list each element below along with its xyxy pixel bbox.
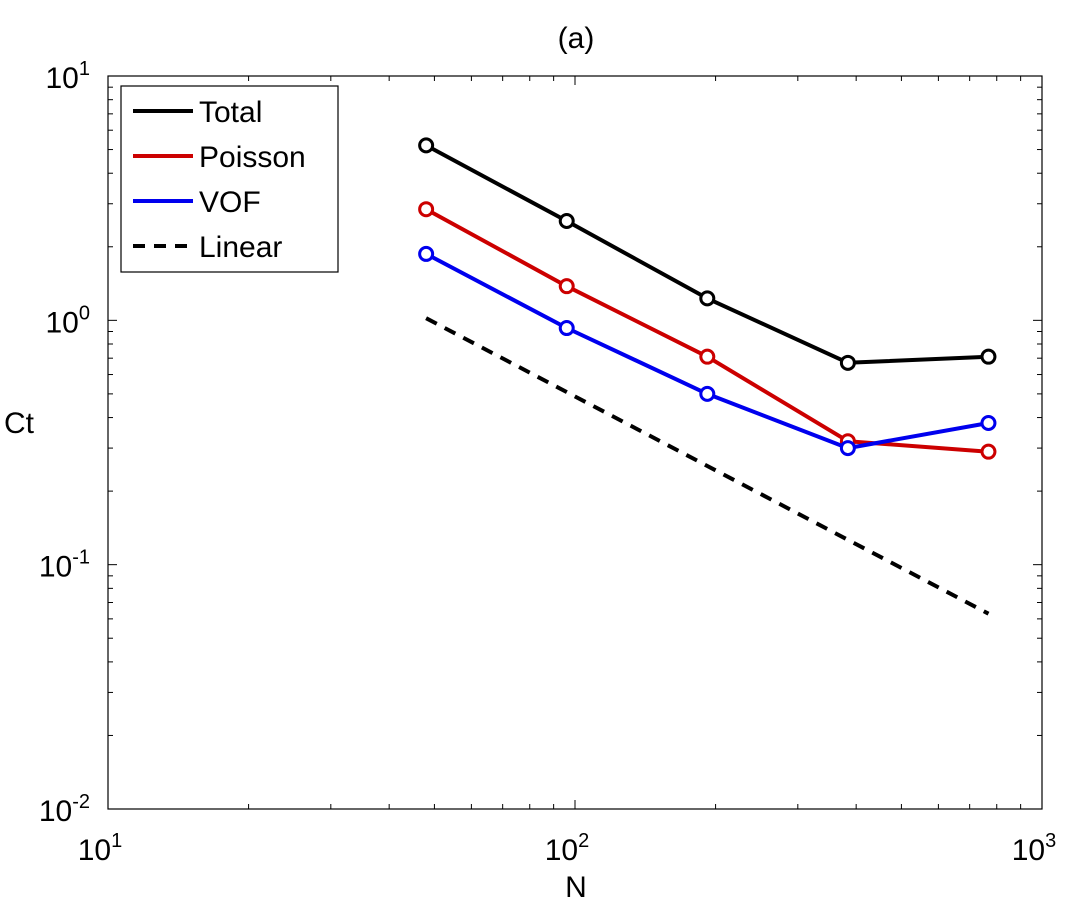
x-tick-label: 101 — [78, 830, 123, 867]
chart-title: (a) — [558, 22, 595, 55]
legend-label-linear: Linear — [199, 231, 282, 264]
series-point-poisson — [980, 443, 997, 460]
legend-label-vof: VOF — [199, 186, 261, 219]
series-point-vof — [839, 440, 856, 457]
tick-marks — [107, 75, 1043, 810]
y-tick-label: 10-1 — [39, 547, 90, 584]
legend-label-total: Total — [199, 96, 262, 129]
series-point-poisson — [699, 348, 716, 365]
y-tick-labels: 10-2 10-1 100 101 — [39, 58, 90, 828]
series-point-total — [980, 348, 997, 365]
y-axis-title: Ct — [4, 407, 35, 440]
series-point-total — [699, 290, 716, 307]
legend-label-poisson: Poisson — [199, 141, 306, 174]
series-point-vof — [980, 415, 997, 432]
series-point-total — [839, 354, 856, 371]
series-point-vof — [418, 245, 435, 262]
series-point-poisson — [558, 278, 575, 295]
series-point-total — [558, 213, 575, 230]
series-line-linear — [425, 316, 990, 616]
legend-box — [120, 85, 339, 273]
y-tick-label: 101 — [46, 58, 91, 95]
series-point-vof — [699, 385, 716, 402]
x-axis-title: N — [565, 871, 587, 904]
x-tick-label: 102 — [545, 830, 590, 867]
series-point-vof — [558, 320, 575, 337]
legend: Total Poisson VOF Linear — [120, 85, 339, 273]
y-tick-label: 10-2 — [39, 791, 90, 828]
series-layer — [418, 137, 997, 616]
x-tick-label: 103 — [1012, 830, 1057, 867]
series-point-total — [418, 137, 435, 154]
x-tick-labels: 101 102 103 — [78, 830, 1057, 867]
series-point-poisson — [418, 201, 435, 218]
y-tick-label: 100 — [46, 302, 91, 339]
